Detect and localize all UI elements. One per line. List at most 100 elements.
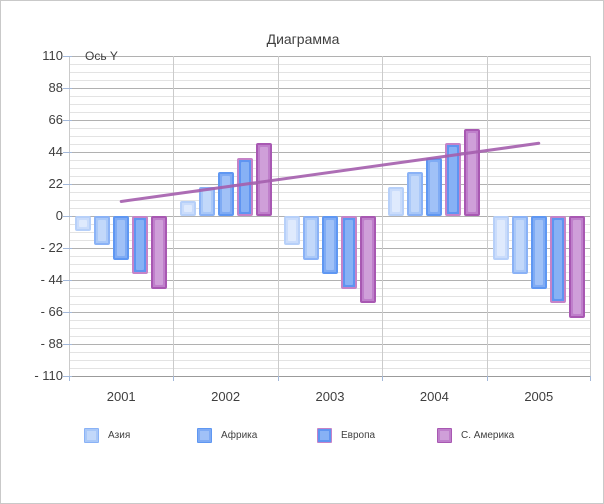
- y-axis-tick: [63, 56, 72, 57]
- x-axis-tick: [69, 376, 70, 381]
- y-tick-label: 66: [48, 112, 63, 127]
- gridline-minor: [69, 168, 591, 169]
- gridline-minor: [69, 96, 591, 97]
- y-axis-tick: [63, 248, 72, 249]
- legend-item-asia: Азия: [84, 428, 130, 443]
- trendline: [119, 141, 541, 203]
- bar-highlight: [535, 220, 543, 285]
- x-axis-tick: [278, 376, 279, 381]
- bar: [341, 216, 357, 289]
- y-tick-label: - 88: [40, 336, 63, 351]
- legend-swatch-icon: [84, 428, 99, 443]
- gridline-minor: [69, 64, 591, 65]
- bar: [132, 216, 148, 275]
- gridline-major: [69, 312, 591, 313]
- gridline-major: [69, 280, 591, 281]
- legend-item-europe: Европа: [317, 428, 375, 443]
- legend-label: Африка: [221, 430, 258, 441]
- gridline-minor: [69, 320, 591, 321]
- bar: [512, 216, 528, 275]
- gridline-minor: [69, 360, 591, 361]
- bar: [303, 216, 319, 260]
- bar-highlight: [554, 220, 562, 300]
- gridline-major: [69, 120, 591, 121]
- bar: [199, 186, 215, 216]
- y-axis-tick: [63, 152, 72, 153]
- bar: [493, 216, 509, 260]
- x-tick-label: 2002: [211, 389, 241, 404]
- bar-highlight: [449, 147, 457, 212]
- y-axis-tick: [63, 88, 72, 89]
- gridline-minor: [69, 200, 591, 201]
- gridline-vertical: [487, 56, 488, 376]
- gridline-minor: [69, 352, 591, 353]
- bar: [445, 143, 461, 216]
- gridline-minor: [69, 128, 591, 129]
- bar-highlight: [468, 132, 476, 212]
- bar: [237, 157, 253, 216]
- plot-area: [63, 56, 591, 381]
- bar-highlight: [155, 220, 163, 285]
- gridline-minor: [69, 192, 591, 193]
- x-axis-tick: [173, 376, 174, 381]
- bar-series-container: [69, 56, 591, 376]
- bar: [94, 216, 110, 246]
- bar-highlight: [307, 220, 315, 256]
- gridline-minor: [69, 112, 591, 113]
- y-axis-title: Ось Y: [85, 49, 118, 63]
- y-tick-label: 0: [55, 208, 63, 223]
- legend-swatch-icon: [437, 428, 452, 443]
- legend: Азия Африка Европа С. Америка: [1, 428, 603, 448]
- bar-highlight: [98, 220, 106, 242]
- legend-label: Азия: [108, 430, 131, 441]
- y-axis-tick: [63, 344, 72, 345]
- bar: [284, 216, 300, 246]
- gridline-minor: [69, 136, 591, 137]
- gridline-minor: [69, 104, 591, 105]
- y-axis-tick-labels: 110 88 66 44 22 0 - 22 - 44 - 66 - 88 - 110: [1, 48, 63, 383]
- legend-item-africa: Африка: [197, 428, 257, 443]
- x-tick-label: 2005: [524, 389, 554, 404]
- gridline-minor: [69, 296, 591, 297]
- gridline-vertical: [278, 56, 279, 376]
- y-axis-tick: [63, 312, 72, 313]
- y-axis-tick: [63, 184, 72, 185]
- bar: [218, 172, 234, 216]
- x-tick-label: 2004: [419, 389, 449, 404]
- bar-highlight: [79, 220, 87, 227]
- bar-highlight: [203, 190, 211, 212]
- bar-highlight: [497, 220, 505, 256]
- gridline-minor: [69, 160, 591, 161]
- gridline-major: [69, 344, 591, 345]
- y-axis-tick: [63, 376, 72, 377]
- y-tick-label: - 66: [40, 304, 63, 319]
- gridline-minor: [69, 144, 591, 145]
- gridline-minor: [69, 328, 591, 329]
- gridline-major: [69, 56, 591, 57]
- x-axis-tick: [590, 376, 591, 381]
- bar: [407, 172, 423, 216]
- bar-highlight: [241, 161, 249, 212]
- gridline-vertical: [382, 56, 383, 376]
- bar-highlight: [392, 190, 400, 212]
- y-axis-tick: [63, 280, 72, 281]
- bar-highlight: [222, 176, 230, 212]
- bar-highlight: [430, 161, 438, 212]
- gridline-minor: [69, 336, 591, 337]
- x-tick-label: 2001: [106, 389, 136, 404]
- bar-highlight: [364, 220, 372, 300]
- bar-highlight: [345, 220, 353, 285]
- bar: [550, 216, 566, 304]
- legend-item-n-america: С. Америка: [437, 428, 514, 443]
- y-tick-label: - 22: [40, 240, 63, 255]
- bar-highlight: [117, 220, 125, 256]
- y-axis-tick: [63, 216, 72, 217]
- y-tick-label: 110: [42, 48, 63, 63]
- legend-label: Европа: [341, 430, 376, 441]
- gridline-major: [69, 88, 591, 89]
- bar: [180, 201, 196, 216]
- bar-highlight: [260, 147, 268, 212]
- y-axis-tick: [63, 120, 72, 121]
- bar: [426, 157, 442, 216]
